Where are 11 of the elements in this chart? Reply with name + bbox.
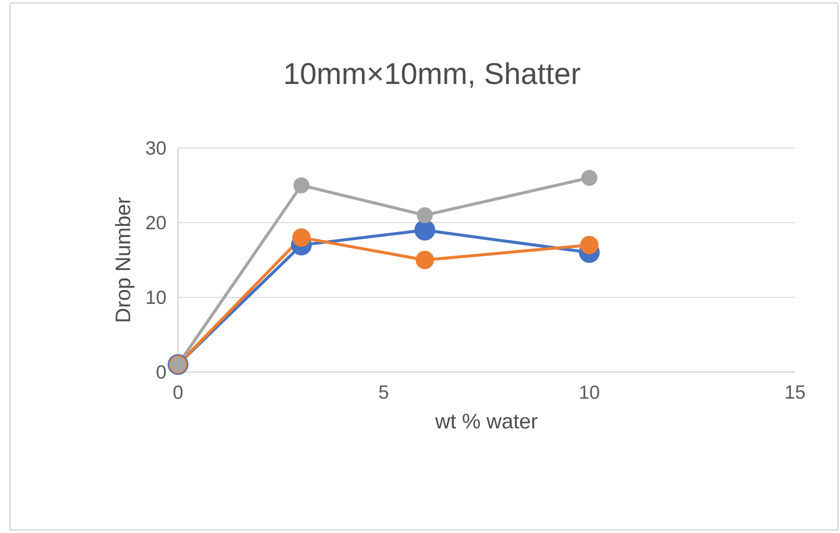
y-tick-label: 10 <box>146 290 166 304</box>
y-axis-title: Drop Number <box>114 197 135 322</box>
x-tick-label: 5 <box>379 386 388 399</box>
x-tick-label: 15 <box>786 386 805 399</box>
chart-title: 10mm×10mm, Shatter <box>285 62 580 88</box>
y-tick-label: 0 <box>156 365 166 379</box>
y-tick-label: 30 <box>146 141 166 155</box>
y-tick-label: 20 <box>146 216 166 230</box>
x-tick-label: 10 <box>580 386 600 399</box>
x-tick-label: 0 <box>173 386 183 399</box>
x-axis-title: wt % water <box>435 414 538 429</box>
